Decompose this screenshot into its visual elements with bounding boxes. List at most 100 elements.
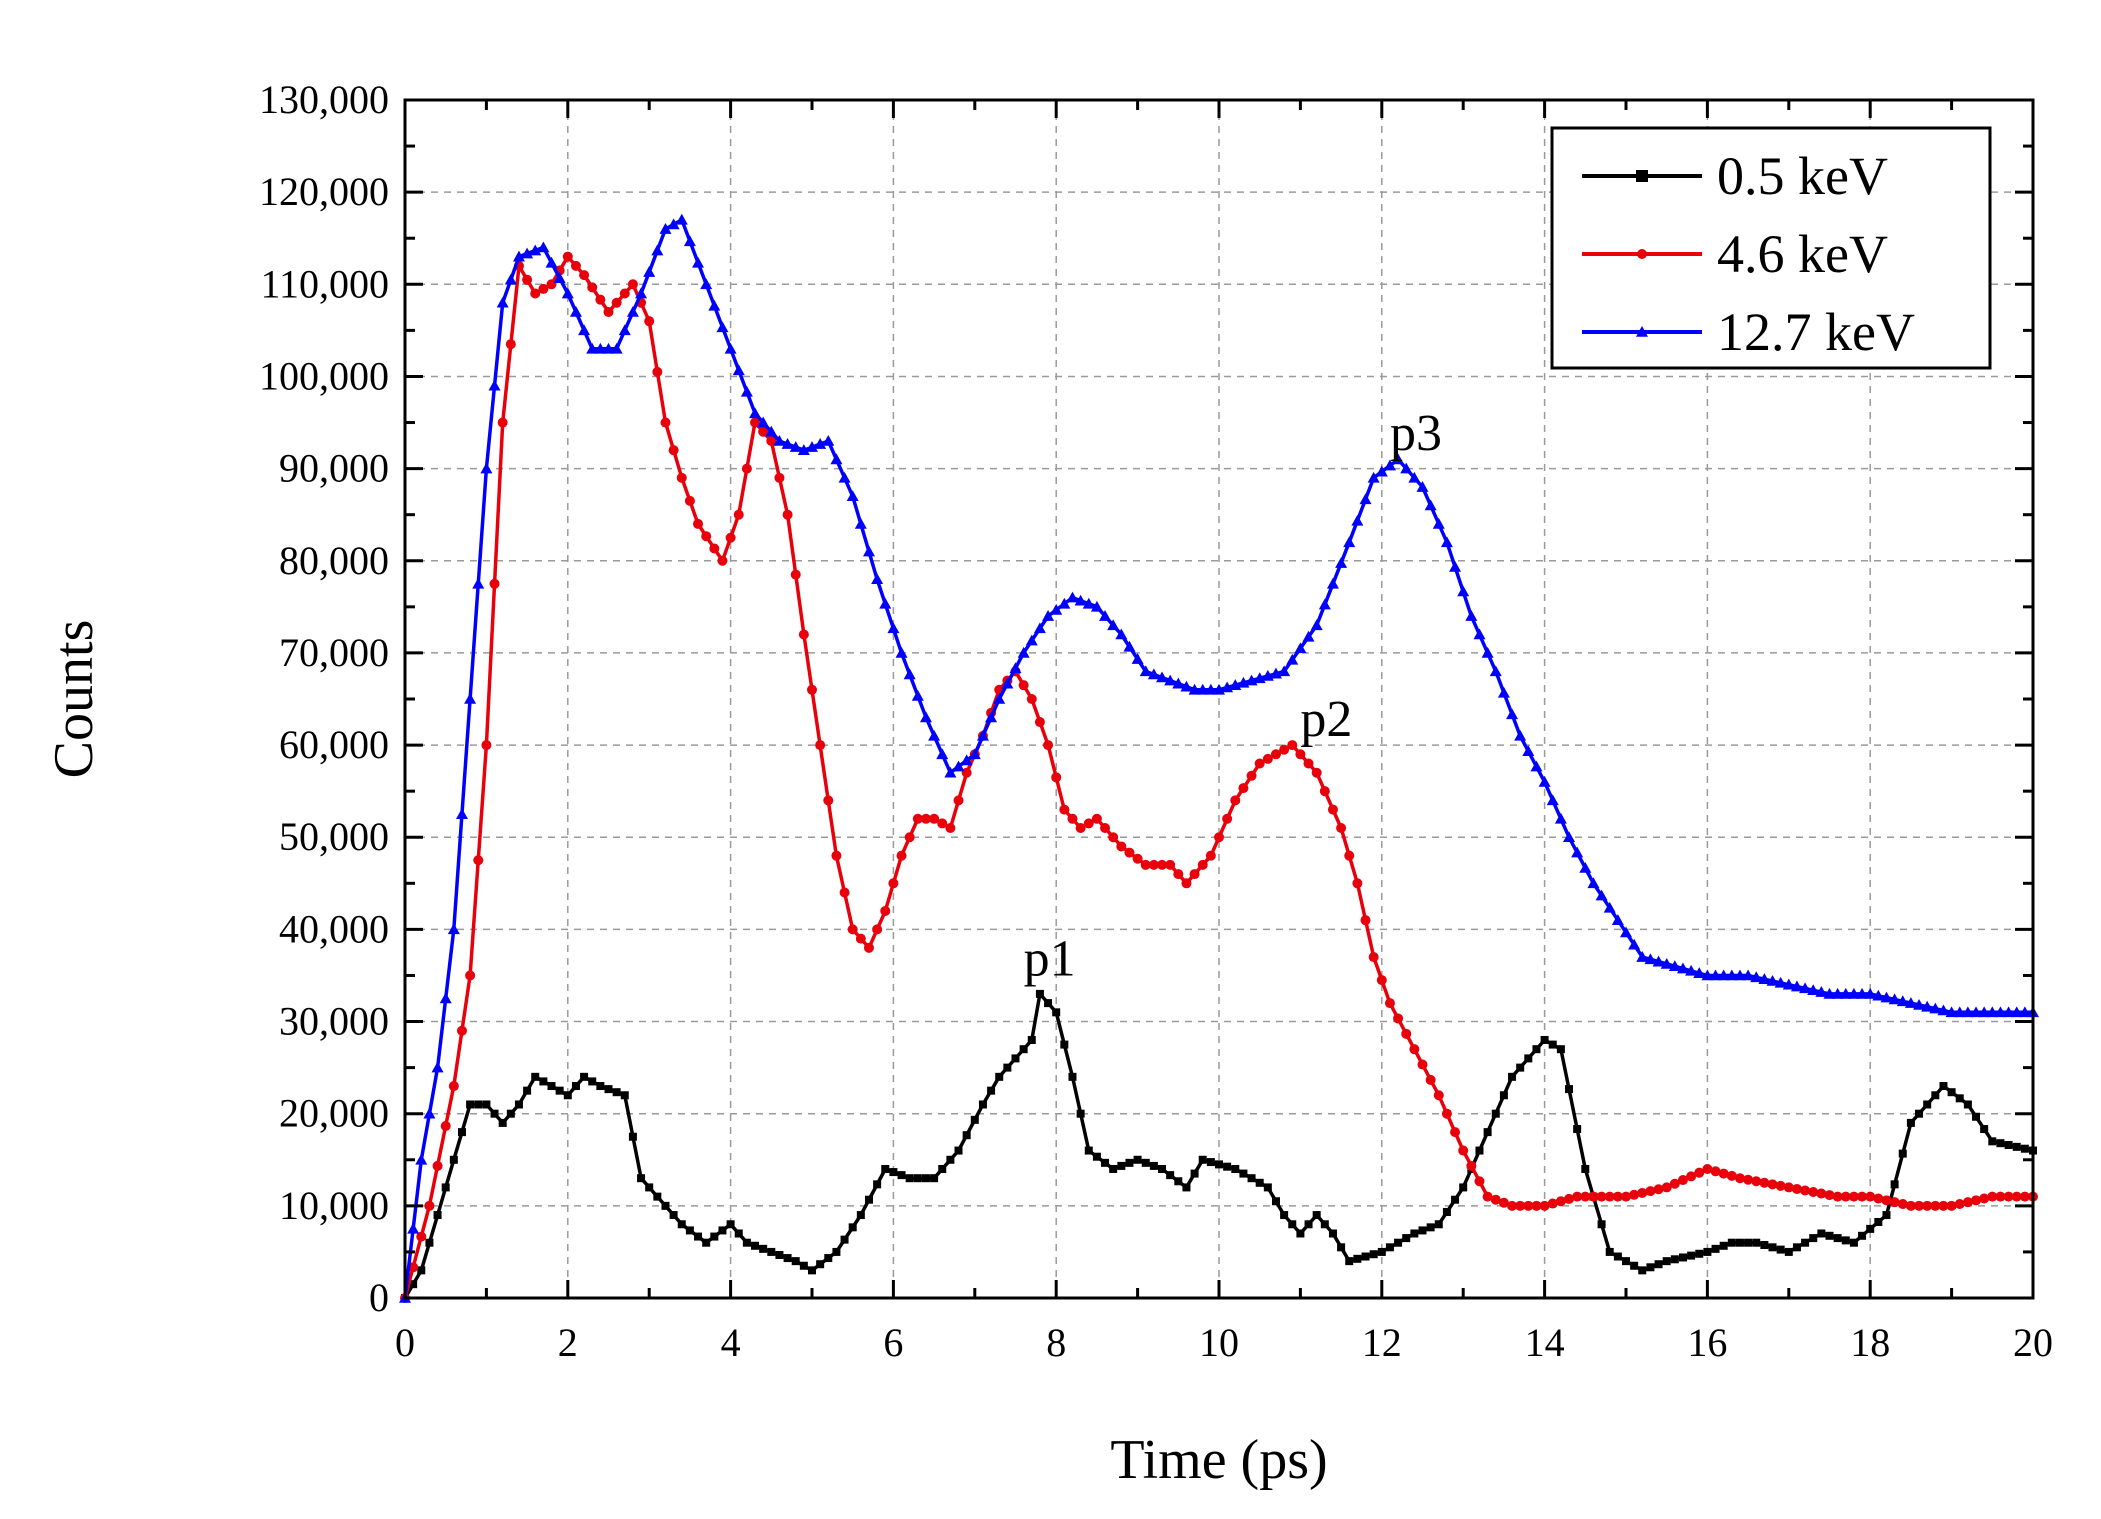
legend-item: 0.5 keV xyxy=(1582,146,1888,206)
data-point xyxy=(912,813,923,824)
data-point xyxy=(522,274,533,285)
data-point xyxy=(433,1211,442,1220)
data-point xyxy=(628,1132,637,1141)
legend-label: 0.5 keV xyxy=(1717,146,1888,206)
data-point xyxy=(862,545,875,557)
data-point xyxy=(1532,1045,1541,1054)
data-point xyxy=(1962,1197,1973,1208)
data-point xyxy=(872,924,883,935)
data-point xyxy=(1857,1191,1868,1202)
data-point xyxy=(1580,1191,1591,1202)
data-point xyxy=(1019,1045,1028,1054)
data-point xyxy=(929,813,940,824)
data-point xyxy=(1083,818,1094,829)
data-point xyxy=(1839,987,1852,999)
data-point xyxy=(1931,1091,1940,1100)
data-point xyxy=(1141,1158,1150,1167)
legend-marker xyxy=(1636,170,1648,182)
data-point xyxy=(1629,1189,1640,1200)
data-point xyxy=(1408,471,1421,483)
data-point xyxy=(1717,969,1730,981)
data-point xyxy=(620,1091,629,1100)
data-point xyxy=(1865,1191,1876,1202)
data-point xyxy=(1474,1176,1485,1187)
data-point xyxy=(938,1164,947,1173)
data-point xyxy=(1490,1194,1501,1205)
data-point xyxy=(545,256,558,268)
data-point xyxy=(1076,1109,1085,1118)
data-point xyxy=(799,1261,808,1270)
series-layer xyxy=(399,213,2039,1303)
data-point xyxy=(472,577,485,589)
data-point xyxy=(1516,1063,1525,1072)
data-point xyxy=(1197,859,1208,870)
x-tick-label: 14 xyxy=(1525,1320,1565,1365)
data-point xyxy=(538,283,549,294)
data-point xyxy=(1896,995,1909,1007)
data-point xyxy=(1254,758,1265,769)
data-point xyxy=(1044,999,1053,1008)
data-point xyxy=(1995,1191,2006,1202)
data-point xyxy=(1782,978,1795,990)
data-point xyxy=(1043,740,1054,751)
data-point xyxy=(1961,1006,1974,1018)
data-point xyxy=(702,1238,711,1247)
y-tick-label: 120,000 xyxy=(259,169,389,214)
data-point xyxy=(1963,1100,1972,1109)
data-point xyxy=(1597,1220,1606,1229)
data-point xyxy=(1174,1177,1183,1186)
data-point xyxy=(675,213,688,225)
data-point xyxy=(1410,1229,1419,1238)
data-point xyxy=(1418,1226,1427,1235)
data-point xyxy=(1677,1175,1688,1186)
data-point xyxy=(626,305,639,317)
data-point xyxy=(1735,1238,1744,1247)
data-point xyxy=(946,1155,955,1164)
x-axis-title: Time (ps) xyxy=(1110,1429,1327,1491)
data-point xyxy=(1817,1229,1826,1238)
data-point xyxy=(1132,853,1143,864)
data-point xyxy=(1587,877,1600,889)
data-point xyxy=(1970,1006,1983,1018)
data-point xyxy=(1238,783,1249,794)
legend-item: 4.6 keV xyxy=(1582,224,1888,284)
data-point xyxy=(1123,640,1136,652)
data-point xyxy=(960,754,973,766)
data-point xyxy=(456,1025,467,1036)
data-point xyxy=(1775,1180,1786,1191)
data-point xyxy=(1913,998,1926,1010)
data-point xyxy=(1074,594,1087,606)
data-point xyxy=(1725,969,1738,981)
data-point xyxy=(1825,1231,1834,1240)
data-point xyxy=(1695,1249,1704,1258)
data-point xyxy=(808,1266,816,1275)
data-point xyxy=(1571,846,1584,858)
data-point xyxy=(1800,1185,1811,1196)
data-point xyxy=(604,1085,613,1094)
data-point xyxy=(1994,1006,2007,1018)
data-point xyxy=(1376,975,1387,986)
data-point xyxy=(944,766,957,778)
data-point xyxy=(1668,960,1681,972)
data-point xyxy=(1955,1094,1964,1103)
legend: 0.5 keV 4.6 keV 12.7 keV xyxy=(1550,126,1992,370)
data-point xyxy=(1823,987,1836,999)
data-point xyxy=(1996,1139,2005,1148)
data-point xyxy=(1280,1211,1289,1220)
data-point xyxy=(1832,1191,1843,1202)
y-axis-title: Counts xyxy=(43,620,105,779)
data-point xyxy=(1719,1241,1728,1250)
data-point xyxy=(879,597,892,609)
data-point xyxy=(1335,557,1348,568)
data-point xyxy=(1508,1072,1517,1081)
data-point xyxy=(1451,1195,1460,1204)
data-point xyxy=(1482,1191,1493,1202)
data-point xyxy=(1392,453,1405,465)
data-point xyxy=(447,923,460,935)
data-point xyxy=(637,1174,646,1183)
data-point xyxy=(1515,1200,1526,1211)
data-point xyxy=(1904,997,1917,1008)
data-point xyxy=(514,1100,523,1109)
data-point xyxy=(449,1155,458,1164)
data-point xyxy=(1915,1109,1924,1118)
